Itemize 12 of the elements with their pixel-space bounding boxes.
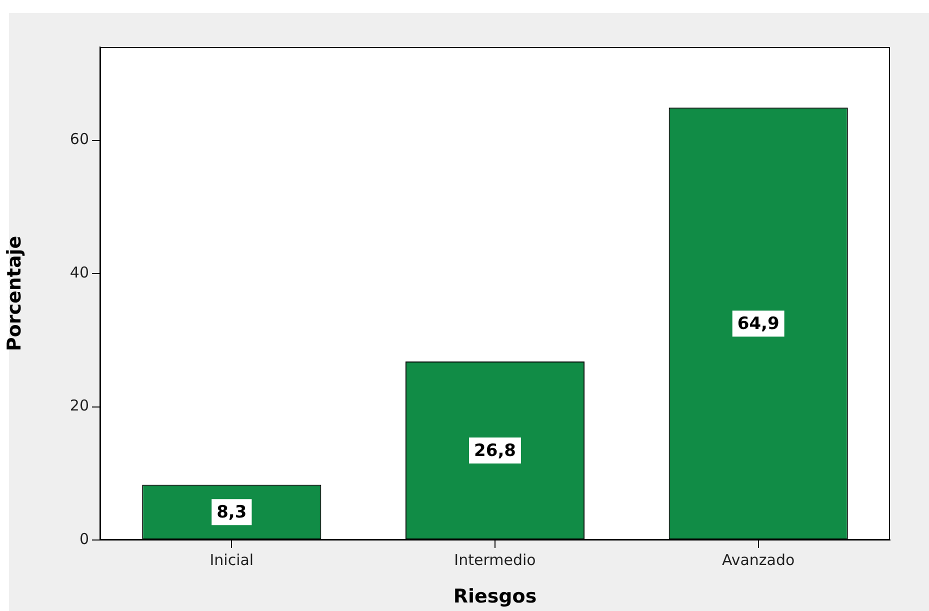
data-label: 64,9	[737, 314, 780, 334]
x-tick-label: Inicial	[210, 550, 254, 569]
data-label: 26,8	[474, 440, 516, 461]
y-tick-label: 0	[79, 530, 89, 548]
x-tick-label: Intermedio	[454, 550, 536, 569]
y-tick-label: 40	[70, 263, 89, 282]
y-tick-label: 60	[70, 130, 89, 148]
y-tick-label: 20	[70, 396, 89, 415]
y-axis-title: Porcentaje	[3, 236, 26, 352]
x-axis-title: Riesgos	[453, 586, 537, 608]
data-label: 8,3	[216, 502, 247, 523]
x-tick-label: Avanzado	[722, 550, 795, 569]
